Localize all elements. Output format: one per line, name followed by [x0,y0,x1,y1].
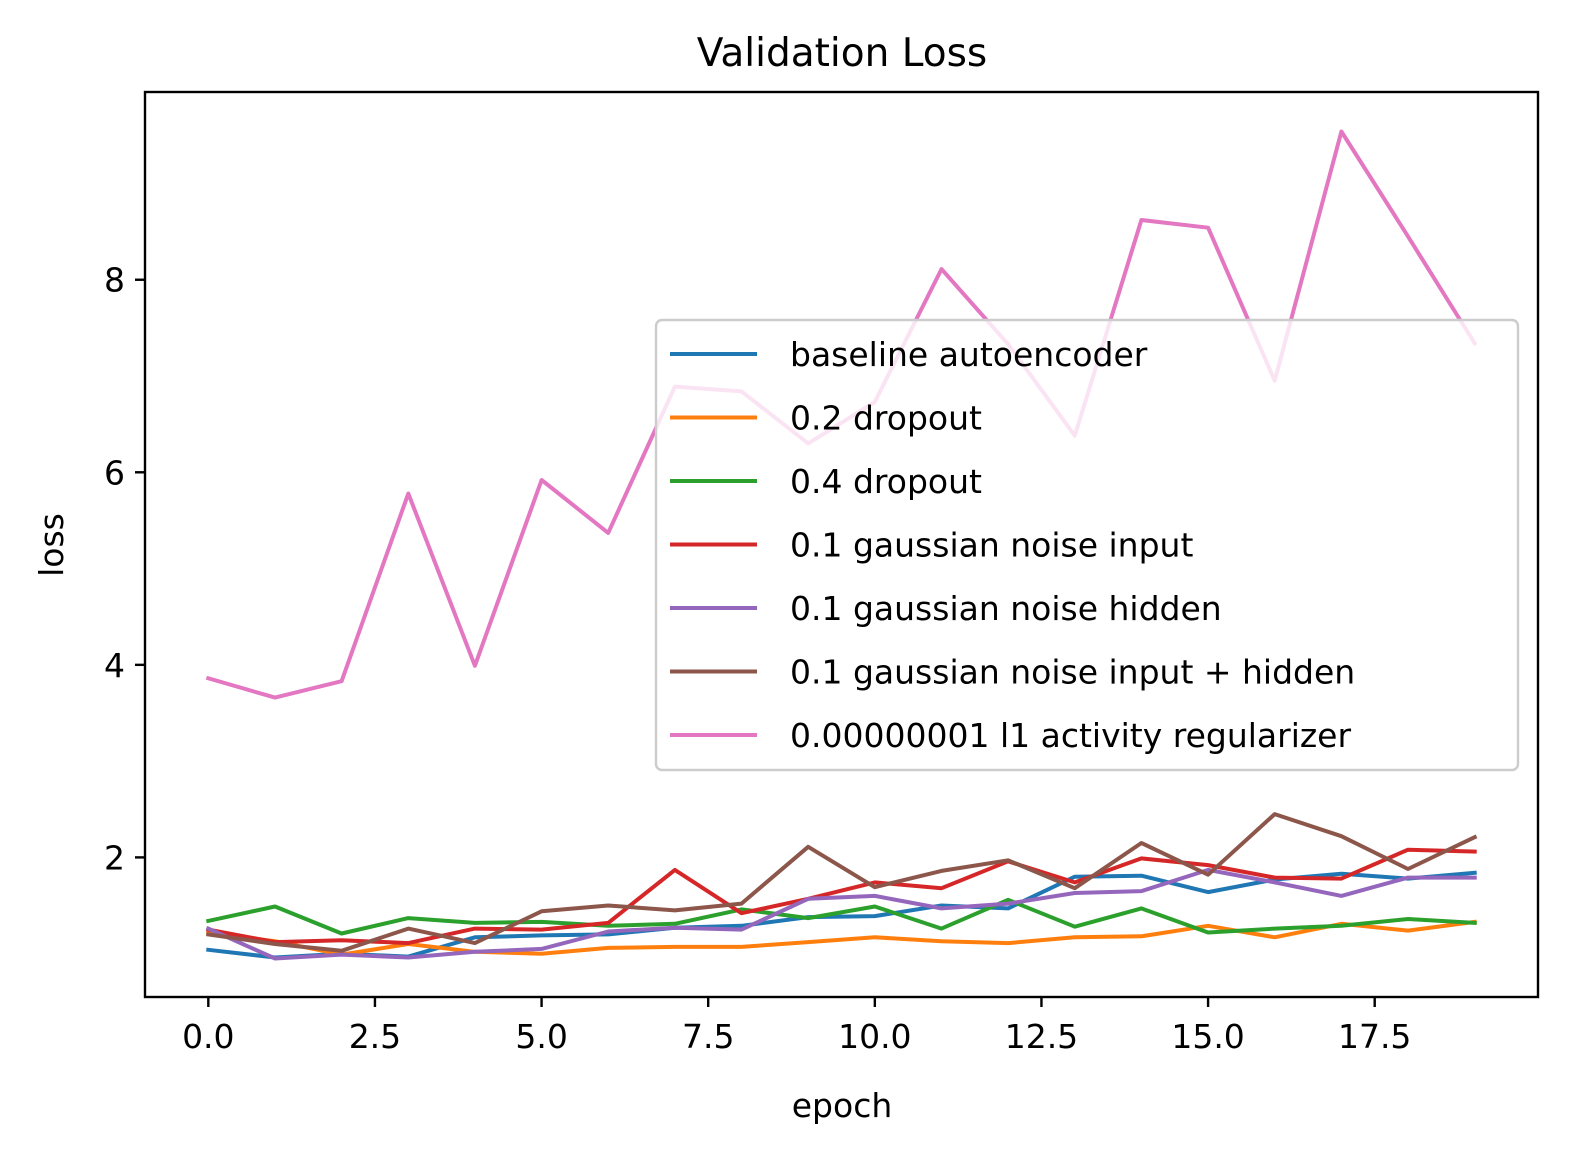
x-tick-label: 5.0 [515,1017,567,1056]
y-axis-label: loss [32,513,71,577]
y-tick-label: 4 [104,646,125,685]
axes-frame [143,90,1540,999]
x-axis-label: epoch [792,1086,893,1125]
legend-label-6: 0.00000001 l1 activity regularizer [790,716,1351,755]
y-tick-label: 8 [104,261,125,300]
legend-label-2: 0.4 dropout [790,462,982,501]
x-tick-label: 0.0 [182,1017,234,1056]
x-tick-label: 7.5 [682,1017,734,1056]
series-line-2 [205,897,1477,936]
chart-title: Validation Loss [697,31,988,76]
y-axis: 2 4 6 8 [104,261,145,877]
legend: baseline autoencoder 0.2 dropout 0.4 dropo… [654,318,1520,772]
series-line-1 [206,919,1477,957]
x-tick-label: 10.0 [838,1017,911,1056]
legend-label-3: 0.1 gaussian noise input [790,526,1193,565]
legend-label-5: 0.1 gaussian noise input + hidden [790,653,1355,692]
x-tick-label: 15.0 [1171,1017,1244,1056]
legend-entries: baseline autoencoder 0.2 dropout 0.4 dropo… [670,335,1355,755]
legend-label-1: 0.2 dropout [790,399,982,438]
legend-box [654,318,1520,772]
y-tick-label: 6 [104,453,125,492]
x-tick-label: 2.5 [349,1017,401,1056]
x-axis: 0.0 2.5 5.0 7.5 10.0 12.5 15.0 17.5 [182,997,1411,1056]
series-line-5 [206,812,1478,953]
legend-label-4: 0.1 gaussian noise hidden [790,589,1222,628]
y-tick-label: 2 [104,838,125,877]
x-tick-label: 12.5 [1005,1017,1078,1056]
series-line-4 [205,867,1477,961]
series-line-3 [205,847,1477,946]
x-tick-label: 17.5 [1338,1017,1411,1056]
legend-label-0: baseline autoencoder [790,335,1148,374]
